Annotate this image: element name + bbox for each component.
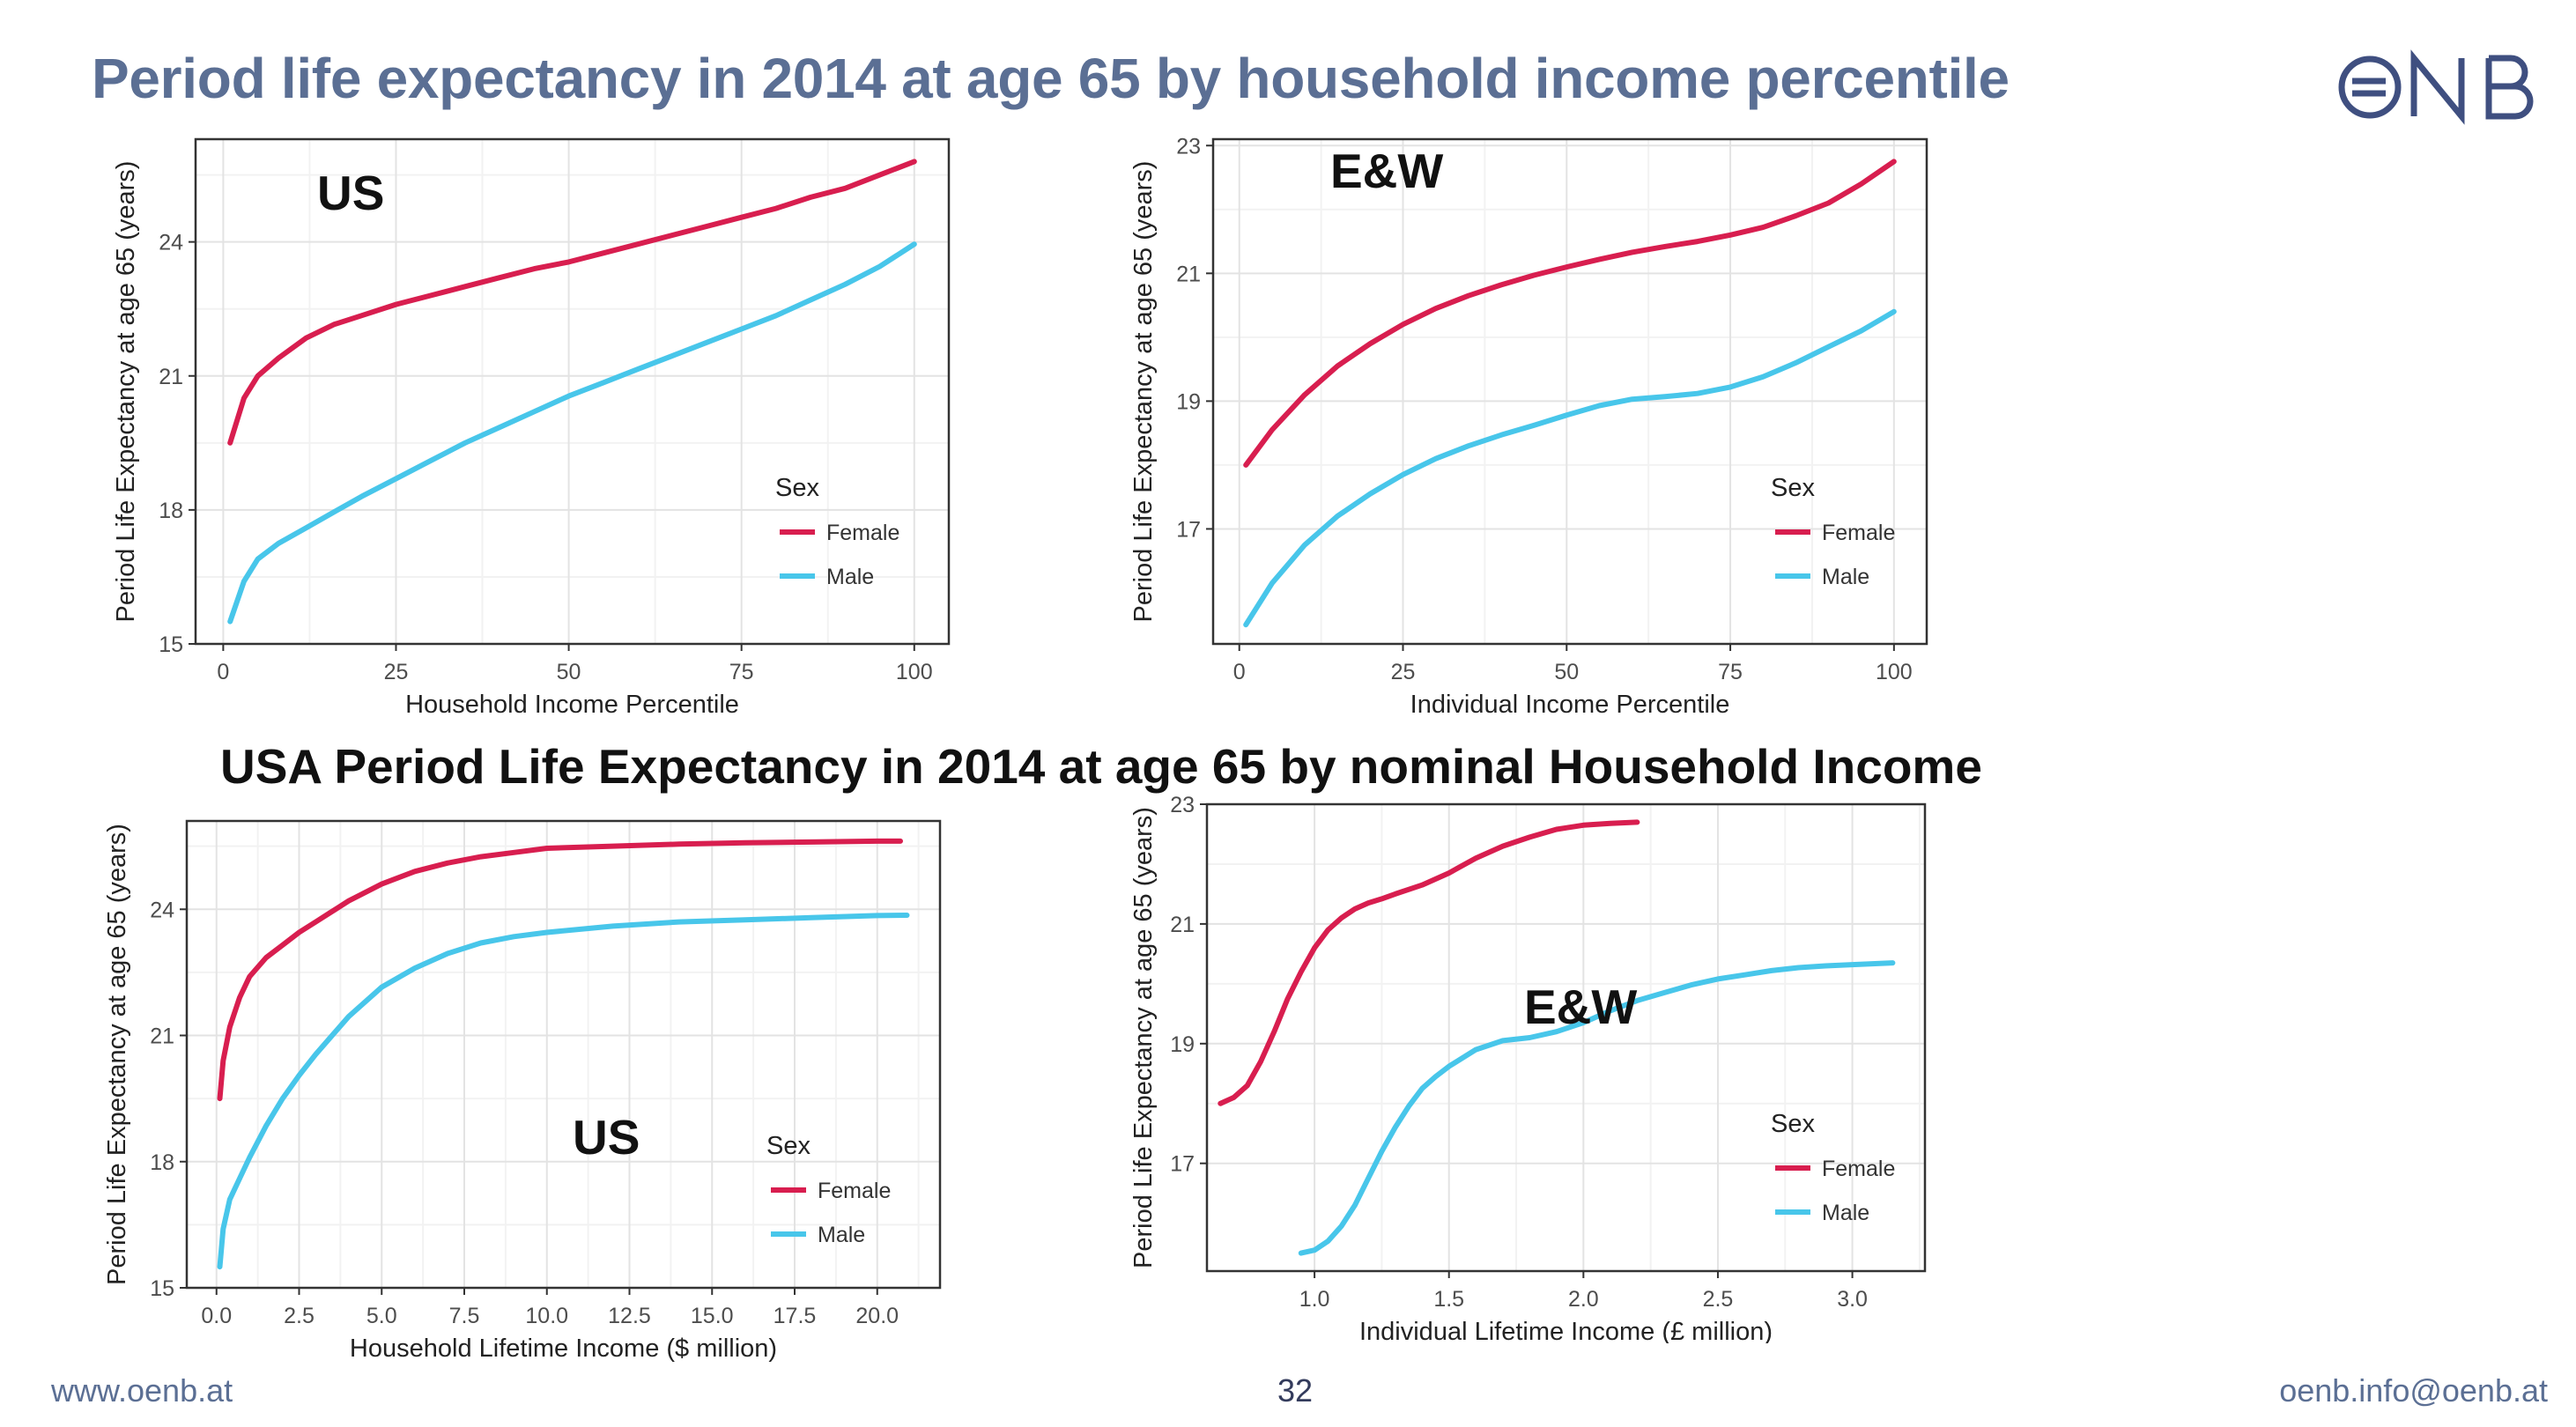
- y-tick-label: 23: [1170, 793, 1195, 817]
- legend-label-male: Male: [1822, 1201, 1869, 1225]
- legend-title: Sex: [766, 1132, 811, 1160]
- y-axis-label: Period Life Expectancy at age 65 (years): [1129, 807, 1158, 1268]
- y-tick-label: 21: [150, 1024, 174, 1049]
- series-line-female: [1218, 819, 1640, 1106]
- x-axis-label: Household Lifetime Income ($ million): [350, 1335, 777, 1363]
- x-tick-label: 0: [1233, 660, 1246, 684]
- y-axis-label: Period Life Expectancy at age 65 (years): [112, 161, 140, 623]
- plot-frame: [194, 137, 951, 646]
- x-tick-label: 75: [729, 660, 754, 684]
- footer-website[interactable]: www.oenb.at: [51, 1372, 233, 1409]
- series-line-male: [1298, 960, 1896, 1256]
- page-number: 32: [1277, 1372, 1314, 1409]
- x-tick-label: 7.5: [449, 1304, 480, 1328]
- x-tick-label: 50: [557, 660, 581, 684]
- x-tick-label: 25: [384, 660, 409, 684]
- x-tick-label: 15.0: [691, 1304, 734, 1328]
- panel-label: US: [573, 1110, 640, 1165]
- x-tick-label: 1.5: [1433, 1287, 1464, 1312]
- x-tick-label: 5.0: [366, 1304, 397, 1328]
- legend-title: Sex: [775, 474, 819, 502]
- x-tick-label: 0.0: [201, 1304, 232, 1328]
- series-line-male: [1243, 308, 1897, 628]
- y-tick-label: 24: [150, 898, 174, 922]
- chart-ew-percentile: 0 25 50 75 100 17 19 21 23 Individual Income Perc…: [1129, 134, 1928, 719]
- x-axis-label: Individual Income Percentile: [1410, 691, 1730, 719]
- plot-frame: [1205, 802, 1927, 1273]
- legend-label-male: Male: [818, 1223, 865, 1247]
- series-line-male: [217, 913, 910, 1270]
- x-tick-label: 20.0: [855, 1304, 899, 1328]
- legend-label-female: Female: [826, 521, 899, 545]
- oenb-logo: [2338, 49, 2534, 125]
- y-tick-label: 15: [159, 632, 183, 657]
- series-line-female: [217, 838, 903, 1102]
- logo-n: [2410, 49, 2465, 125]
- x-tick-label: 100: [896, 660, 933, 684]
- y-tick-label: 17: [1176, 517, 1201, 542]
- x-tick-label: 50: [1554, 660, 1579, 684]
- plot-frame: [185, 819, 942, 1290]
- y-axis-label: Period Life Expectancy at age 65 (years): [103, 824, 131, 1285]
- x-axis-label: Individual Lifetime Income (£ million): [1359, 1318, 1773, 1343]
- legend-label-female: Female: [1822, 1157, 1895, 1181]
- y-tick-label: 24: [159, 231, 183, 255]
- x-tick-label: 0: [217, 660, 229, 684]
- y-tick-label: 21: [1170, 913, 1195, 937]
- legend-label-female: Female: [818, 1179, 891, 1203]
- panel-label: US: [317, 166, 384, 220]
- legend-title: Sex: [1771, 474, 1815, 502]
- chart-ew-lifetime: 1.0 1.5 2.0 2.5 3.0 17 19 21 23 Individual Lifeti…: [1129, 793, 1927, 1343]
- x-tick-label: 25: [1391, 660, 1416, 684]
- legend-label-male: Male: [826, 565, 874, 589]
- series-line-male: [227, 241, 917, 625]
- y-tick-label: 21: [159, 365, 183, 389]
- logo-euro-circle: [2338, 55, 2402, 119]
- y-tick-label: 15: [150, 1276, 174, 1301]
- y-axis-label: Period Life Expectancy at age 65 (years): [1129, 161, 1158, 623]
- y-tick-label: 18: [150, 1150, 174, 1175]
- y-tick-label: 19: [1176, 389, 1201, 414]
- y-tick-label: 21: [1176, 262, 1201, 286]
- y-tick-label: 19: [1170, 1032, 1195, 1057]
- panel-label: E&W: [1330, 144, 1443, 198]
- x-tick-label: 75: [1718, 660, 1743, 684]
- y-tick-label: 17: [1170, 1152, 1195, 1177]
- x-tick-label: 2.0: [1568, 1287, 1599, 1312]
- y-tick-label: 18: [159, 499, 183, 523]
- x-tick-label: 17.5: [774, 1304, 817, 1328]
- chart-us-lifetime: 0.0 2.5 5.0 7.5 10.0 12.5 15.0 17.5 20.0 15 18 21 24…: [103, 819, 942, 1363]
- x-tick-label: 100: [1876, 660, 1913, 684]
- footer-email[interactable]: oenb.info@oenb.at: [2279, 1372, 2548, 1409]
- legend-label-female: Female: [1822, 521, 1895, 545]
- plot-frame: [1211, 137, 1928, 646]
- section-subtitle: USA Period Life Expectancy in 2014 at ag…: [220, 739, 1982, 794]
- x-tick-label: 10.0: [525, 1304, 568, 1328]
- slide-title: Period life expectancy in 2014 at age 65…: [92, 47, 2010, 110]
- panel-label: E&W: [1524, 980, 1637, 1034]
- series-line-female: [227, 159, 917, 446]
- x-axis-label: Household Income Percentile: [405, 691, 739, 719]
- x-tick-label: 1.0: [1299, 1287, 1330, 1312]
- y-tick-label: 23: [1176, 134, 1201, 159]
- x-tick-label: 12.5: [608, 1304, 651, 1328]
- legend-label-male: Male: [1822, 565, 1869, 589]
- x-tick-label: 2.5: [284, 1304, 315, 1328]
- legend-title: Sex: [1771, 1110, 1815, 1138]
- chart-us-percentile: 0 25 50 75 100 15 18 21 24 Household Income Perce…: [112, 137, 951, 719]
- series-line-female: [1243, 159, 1897, 468]
- x-tick-label: 3.0: [1837, 1287, 1868, 1312]
- x-tick-label: 2.5: [1703, 1287, 1734, 1312]
- logo-b: [2485, 55, 2534, 120]
